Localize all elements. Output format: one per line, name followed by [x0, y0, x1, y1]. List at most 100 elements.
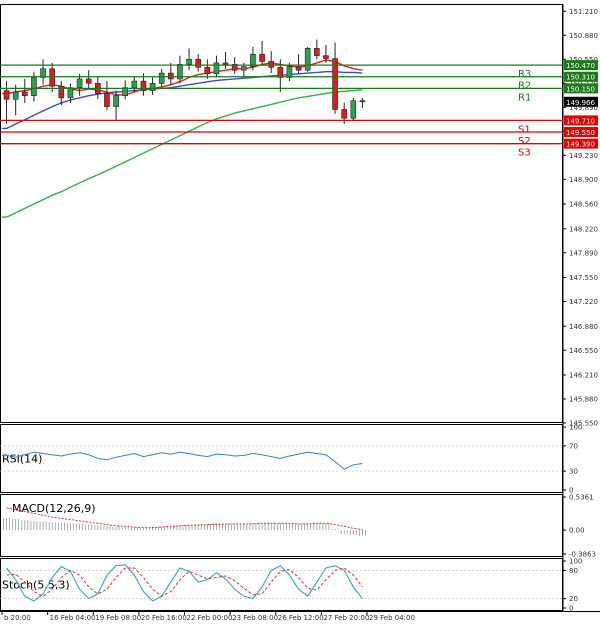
candle-down	[222, 62, 229, 65]
macd-label: MACD(12,26,9)	[12, 502, 96, 515]
rsi-tick-label: 30	[569, 468, 578, 476]
stoch-tick-label: 100	[569, 558, 582, 566]
current-price-label: 149.966	[566, 99, 595, 107]
macd-frame	[0, 494, 563, 557]
candle-down	[204, 66, 211, 75]
price-tick-label: 148.560	[569, 201, 598, 209]
candle-down	[295, 66, 302, 71]
candle-up	[213, 62, 220, 75]
level-price-label: 149.390	[566, 141, 595, 149]
candle-up	[76, 78, 83, 88]
rsi-tick-label: 100	[569, 424, 582, 432]
candle-down	[277, 66, 284, 78]
candle-down	[168, 72, 174, 80]
rsi-tick-label: 0	[569, 487, 573, 495]
level-label-s2: S2	[518, 136, 531, 147]
time-tick-label: 19 Feb 08:00	[95, 614, 141, 622]
price-tick-label: 145.550	[569, 420, 598, 428]
candle-down	[3, 90, 10, 100]
candle-down	[104, 93, 110, 107]
candle-up	[12, 91, 19, 100]
macd-tick-label: 0.00	[569, 527, 585, 535]
candle-down	[359, 100, 366, 103]
level-price-box	[564, 115, 598, 126]
rsi-label: RSI(14)	[2, 453, 42, 466]
price-tick-label: 150.550	[569, 56, 598, 64]
candle-up	[122, 87, 128, 96]
level-label-r2: R2	[518, 81, 531, 92]
candle-up	[113, 95, 119, 107]
candle-up	[186, 58, 192, 65]
candle-up	[286, 66, 293, 78]
candle-down	[332, 58, 338, 110]
level-label-r1: R1	[518, 92, 531, 103]
candle-down	[58, 85, 65, 99]
price-tick-label: 149.890	[569, 104, 598, 112]
candle-up	[131, 80, 138, 88]
level-price-box	[564, 83, 598, 94]
candle-up	[158, 72, 165, 84]
candle-up	[149, 82, 156, 91]
price-tick-label: 151.210	[569, 8, 598, 16]
candle-up	[67, 87, 74, 99]
level-price-label: 150.150	[566, 85, 595, 93]
candle-down	[341, 109, 347, 119]
candle-up	[304, 48, 311, 71]
candle-down	[85, 78, 92, 84]
level-price-box	[564, 71, 598, 82]
price-tick-label: 150.880	[569, 32, 598, 40]
rsi-panel: 100 70 30 0 RSI(14)	[0, 424, 582, 495]
level-price-label: 149.550	[566, 129, 595, 137]
stoch-d-line	[6, 567, 363, 597]
moving-average-line	[2, 70, 363, 130]
time-tick-label: 27 Feb 20:00	[323, 614, 369, 622]
level-label-s1: S1	[518, 124, 531, 135]
time-axis: b 20:00 16 Feb 04:00 19 Feb 08:00 20 Feb 16…	[0, 611, 600, 622]
level-price-label: 149.710	[566, 117, 595, 125]
candle-down	[314, 48, 320, 56]
time-tick-label: 23 Feb 08:00	[232, 614, 278, 622]
candle-up	[250, 53, 256, 67]
macd-panel: 0.5361 0.00 -0.3863 MACD(12,26,9)	[0, 494, 596, 559]
level-price-label: 150.310	[566, 74, 595, 82]
rsi-tick-label: 70	[569, 442, 578, 450]
candle-down	[323, 55, 329, 59]
stoch-tick-label: 80	[569, 567, 578, 575]
price-tick-label: 147.220	[569, 298, 598, 306]
price-tick-label: 147.890	[569, 249, 598, 257]
price-tick-label: 149.230	[569, 152, 598, 160]
rsi-line	[2, 451, 363, 470]
candle-down	[49, 68, 55, 87]
time-tick-label: b 20:00	[4, 614, 31, 622]
time-tick-label: 22 Feb 00:00	[187, 614, 233, 622]
candle-up	[40, 68, 46, 78]
candle-down	[259, 53, 265, 62]
candle-down	[231, 64, 238, 71]
time-tick-label: 29 Feb 04:00	[369, 614, 415, 622]
price-panel: 151.210150.880150.550150.220149.890149.5…	[0, 4, 598, 611]
price-tick-label: 148.220	[569, 225, 598, 233]
price-tick-label: 146.210	[569, 371, 598, 379]
candle-down	[22, 91, 28, 96]
candle-down	[268, 61, 274, 68]
macd-tick-label: -0.3863	[569, 551, 596, 559]
macd-tick-label: 0.5361	[569, 494, 594, 502]
price-tick-label: 148.900	[569, 176, 598, 184]
macd-signal-line	[6, 507, 363, 530]
level-price-label: 150.470	[566, 62, 595, 70]
level-price-box	[564, 138, 598, 149]
current-price-box	[564, 96, 598, 107]
time-tick-label: 20 Feb 16:00	[141, 614, 187, 622]
candle-down	[140, 80, 147, 91]
level-label-s3: S3	[518, 148, 531, 159]
candle-up	[177, 64, 183, 80]
level-price-box	[564, 127, 598, 138]
level-price-box	[564, 60, 598, 71]
moving-average-line	[2, 89, 363, 218]
stoch-tick-label: 0	[569, 605, 573, 613]
time-tick-label: 16 Feb 04:00	[50, 614, 96, 622]
candle-up	[241, 66, 247, 71]
stoch-k-line	[6, 564, 363, 602]
